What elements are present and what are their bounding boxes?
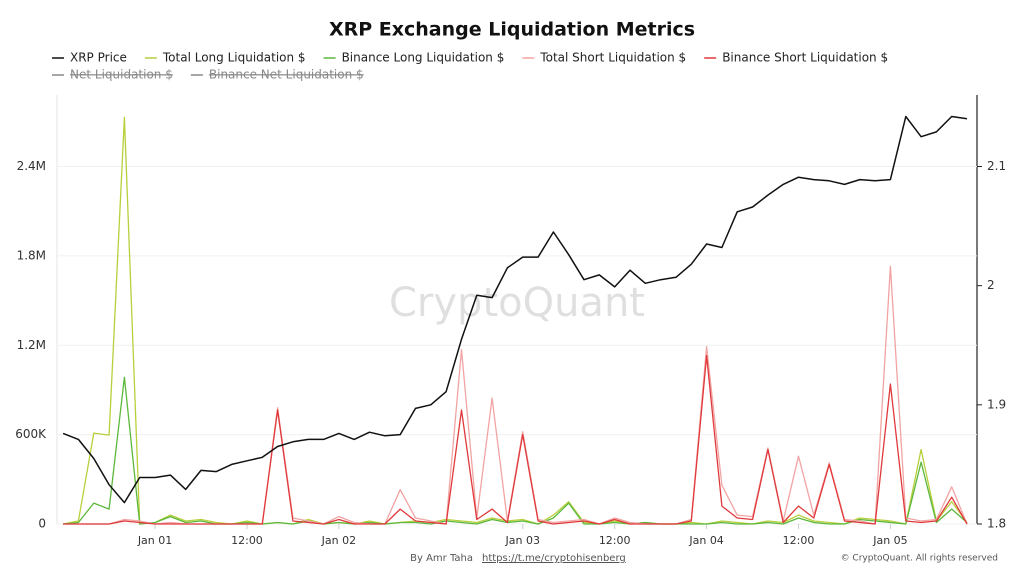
- x-tick-label: Jan 01: [137, 534, 172, 547]
- legend-label[interactable]: XRP Price: [70, 51, 127, 65]
- price-line: [62, 115, 968, 504]
- y-tick-label: 0: [38, 517, 46, 531]
- y2-tick-label: 2: [987, 278, 995, 292]
- x-tick-label: 12:00: [783, 534, 815, 547]
- x-tick-label: 12:00: [231, 534, 263, 547]
- x-tick-label: Jan 04: [688, 534, 723, 547]
- y2-tick-label: 1.9: [987, 397, 1006, 411]
- x-tick-label: Jan 05: [872, 534, 907, 547]
- legend-label[interactable]: Binance Long Liquidation $: [342, 51, 505, 65]
- x-tick-label: 12:00: [599, 534, 631, 547]
- legend-label[interactable]: Total Short Liquidation $: [539, 51, 686, 65]
- y-tick-label: 1.8M: [17, 248, 46, 262]
- legend-label[interactable]: Total Long Liquidation $: [162, 51, 306, 65]
- footer-author: By Amr Taha: [410, 553, 473, 564]
- footer-link[interactable]: https://t.me/cryptohisenberg: [482, 553, 626, 564]
- series-line: [63, 355, 968, 525]
- y-tick-label: 600K: [15, 427, 47, 441]
- legend-label[interactable]: Binance Net Liquidation $: [209, 68, 364, 82]
- legend-label[interactable]: Binance Short Liquidation $: [722, 51, 888, 65]
- y-tick-label: 2.4M: [17, 159, 46, 173]
- watermark: CryptoQuant: [389, 280, 645, 326]
- series-line: [62, 116, 968, 525]
- y-tick-label: 1.2M: [17, 338, 46, 352]
- x-tick-label: Jan 03: [505, 534, 540, 547]
- series-line: [63, 376, 968, 525]
- y2-tick-label: 2.1: [987, 159, 1006, 173]
- chart-title: XRP Exchange Liquidation Metrics: [329, 19, 695, 41]
- x-tick-label: Jan 02: [321, 534, 356, 547]
- y2-tick-label: 1.8: [987, 517, 1006, 531]
- legend-label[interactable]: Net Liquidation $: [70, 68, 173, 82]
- footer-copyright: © CryptoQuant. All rights reserved: [841, 554, 998, 564]
